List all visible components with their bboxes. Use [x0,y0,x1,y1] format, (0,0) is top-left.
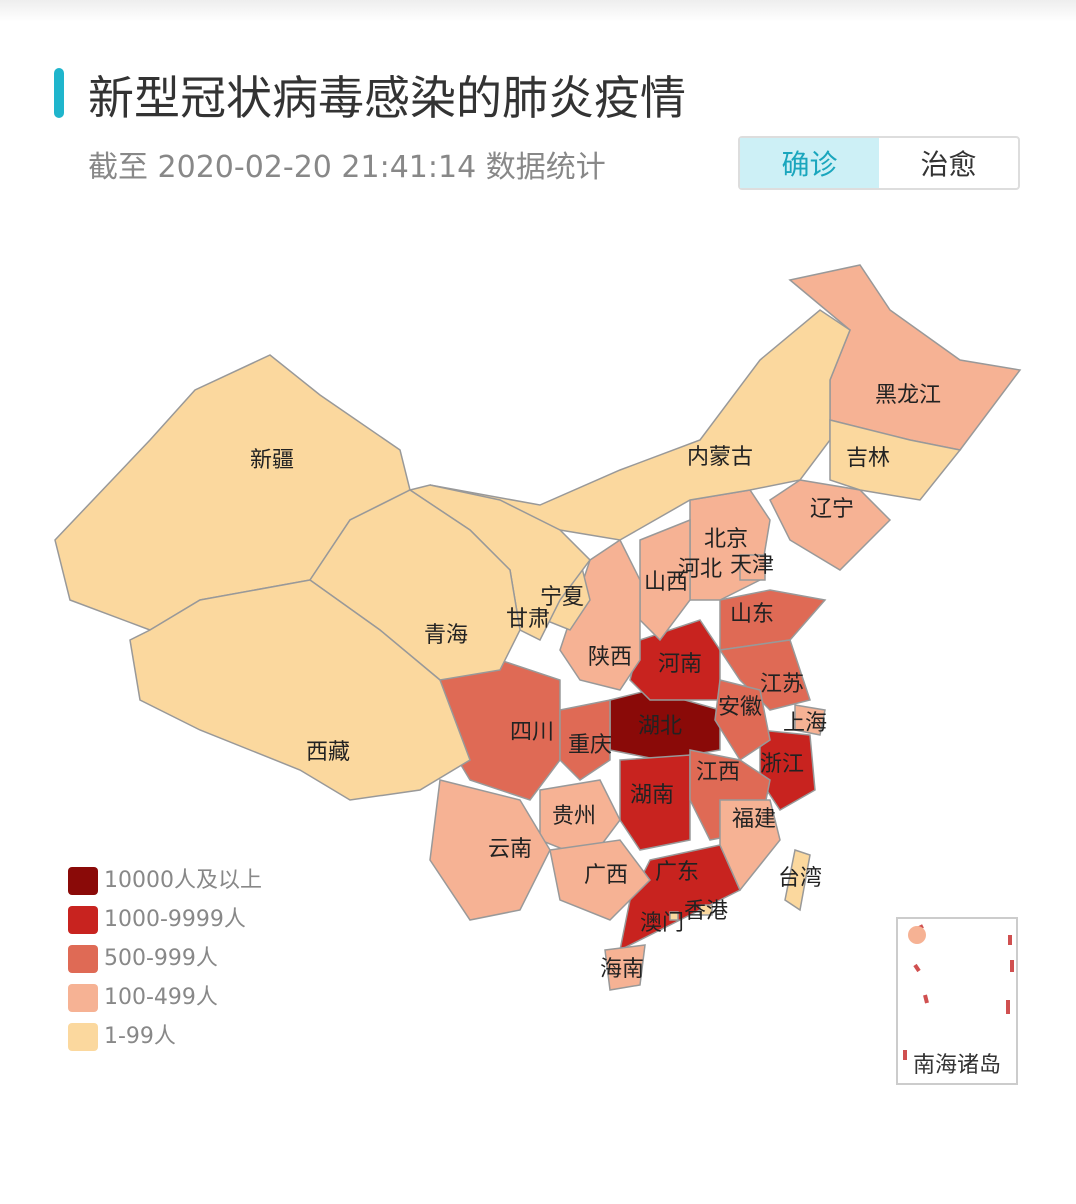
province-label: 河南 [658,652,702,677]
legend-label: 10000人及以上 [104,868,262,893]
province [539,779,621,861]
tab[interactable]: 确诊 [740,138,879,188]
legend-swatch [68,945,98,973]
subtitle: 截至 2020-02-20 21:41:14 数据统计 [88,150,606,185]
legend-swatch [68,1023,98,1051]
province-label: 天津 [730,553,774,578]
province-label: 福建 [732,807,776,832]
legend-swatch [68,867,98,895]
province-label: 吉林 [846,446,890,471]
province [429,779,551,921]
province-label: 北京 [704,527,748,552]
province-label: 广西 [584,863,628,888]
province-label: 广东 [655,860,699,885]
province-label: 江苏 [760,672,804,697]
province-label: 湖南 [630,783,674,808]
province [669,911,679,921]
tabs: 确诊 治愈 [738,136,1020,190]
legend-swatch [68,984,98,1012]
province [559,538,641,691]
province [829,419,962,501]
province-label: 新疆 [250,448,294,473]
title: 新型冠状病毒感染的肺炎疫情 [88,71,686,125]
province-label: 云南 [488,837,532,862]
province-label: 辽宁 [810,497,854,522]
province [429,309,851,541]
province [759,729,816,811]
province [699,904,713,916]
tab[interactable]: 治愈 [920,148,977,181]
province [604,944,646,991]
province-label: 香港 [684,899,728,924]
inset-box [896,917,1018,1085]
province [559,699,611,781]
province-label: 重庆 [568,733,612,758]
province-label: 江西 [696,760,740,785]
province-label: 山西 [644,570,688,595]
province-label: 青海 [424,623,468,648]
province-label: 甘肃 [506,607,550,632]
province [549,839,651,921]
provinces [54,264,1022,991]
province-label: 上海 [783,711,827,736]
province [619,754,691,851]
inset-label: 南海诸岛 [913,1053,1001,1078]
province-label: 浙江 [760,752,804,777]
province-label: 内蒙古 [687,445,753,470]
province-label: 安徽 [718,695,762,720]
province [769,479,892,571]
province-label: 河北 [678,557,722,582]
province-label: 四川 [510,720,554,745]
legend-label: 500-999人 [104,946,218,971]
province-label: 山东 [730,602,774,627]
province-label: 澳门 [640,911,684,936]
province [129,579,471,801]
province [719,589,827,651]
province [718,639,811,711]
legend-label: 1000-9999人 [104,907,246,932]
province-label: 湖北 [638,714,682,739]
inset-island [908,926,926,944]
province-label: 陕西 [588,645,632,670]
province-label: 贵州 [552,804,596,829]
province [719,799,781,892]
province [794,704,826,736]
title-accent [54,68,64,118]
province-label: 宁夏 [540,585,584,610]
province [784,849,811,912]
legend-label: 100-499人 [104,985,218,1010]
province-label: 海南 [600,957,644,982]
province-label: 台湾 [778,866,822,891]
province-label: 西藏 [306,740,350,765]
province [739,554,766,581]
province [714,679,771,762]
legend-label: 1-99人 [104,1024,176,1049]
province-label: 黑龙江 [875,383,941,408]
top-bar [0,0,1076,22]
legend-swatch [68,906,98,934]
